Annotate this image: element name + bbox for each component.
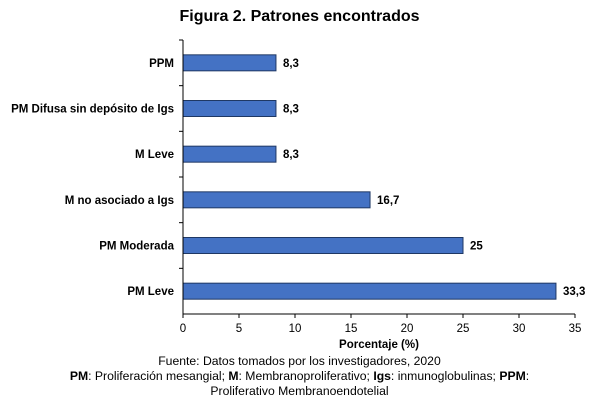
bar-4 bbox=[182, 237, 464, 254]
abbrev-igs-text: : inmunoglobulinas; bbox=[390, 369, 500, 383]
bars-group bbox=[182, 54, 557, 300]
category-label-0: PPM bbox=[149, 58, 174, 70]
category-label-4: PM Moderada bbox=[99, 241, 174, 253]
value-label-0: 8,3 bbox=[283, 58, 299, 70]
x-tick-label-0: 0 bbox=[180, 323, 186, 335]
category-label-3: M no asociado a Igs bbox=[65, 195, 174, 207]
abbrev-pm-text: : Proliferación mesangial; bbox=[88, 369, 229, 383]
x-tick-label-3: 15 bbox=[345, 323, 358, 335]
value-label-1: 8,3 bbox=[283, 104, 299, 116]
category-label-1: PM Difusa sin depósito de Igs bbox=[11, 104, 174, 116]
category-labels: PPM PM Difusa sin depósito de Igs M Leve M … bbox=[11, 58, 175, 298]
value-labels: 8,3 8,3 8,3 16,7 25 33,3 bbox=[283, 58, 585, 298]
abbreviations-line-2: Proliferativo Membranoendotelial bbox=[210, 384, 389, 398]
abbreviations-line-1: PM: Proliferación mesangial; M: Membrano… bbox=[0, 369, 599, 384]
abbrev-ppm-key: PPM bbox=[499, 369, 526, 383]
x-tick-label-6: 30 bbox=[513, 323, 526, 335]
abbrev-igs-key: Igs bbox=[373, 369, 391, 383]
bar-5 bbox=[182, 282, 557, 300]
x-tick-label-7: 35 bbox=[569, 323, 582, 335]
figure-footer: Fuente: Datos tomados por los investigad… bbox=[0, 354, 599, 399]
abbrev-ppm-text: : bbox=[525, 369, 530, 383]
x-tick-label-5: 25 bbox=[457, 323, 470, 335]
x-axis-title: Porcentaje (%) bbox=[339, 339, 419, 351]
x-tick-label-4: 20 bbox=[401, 323, 414, 335]
abbrev-pm-key: PM bbox=[69, 369, 89, 383]
category-label-5: PM Leve bbox=[127, 286, 174, 298]
value-label-3: 16,7 bbox=[377, 195, 399, 207]
bar-2 bbox=[182, 145, 277, 163]
source-note: Fuente: Datos tomados por los investigad… bbox=[158, 354, 441, 368]
x-tick-label-1: 5 bbox=[236, 323, 242, 335]
x-tick-label-2: 10 bbox=[289, 323, 302, 335]
bar-3 bbox=[182, 191, 371, 209]
abbrev-m-text: : Membranoproliferativo; bbox=[238, 369, 374, 383]
value-label-2: 8,3 bbox=[283, 149, 299, 161]
chart-title: Figura 2. Patrones encontrados bbox=[179, 8, 420, 25]
category-label-2: M Leve bbox=[135, 149, 174, 161]
x-ticks: 0 5 10 15 20 25 30 35 bbox=[180, 314, 582, 335]
axes bbox=[179, 39, 575, 315]
bar-1 bbox=[182, 100, 277, 117]
value-label-4: 25 bbox=[470, 241, 483, 253]
bar-0 bbox=[182, 54, 277, 72]
abbrev-m-key: M bbox=[228, 369, 239, 383]
value-label-5: 33,3 bbox=[563, 286, 585, 298]
